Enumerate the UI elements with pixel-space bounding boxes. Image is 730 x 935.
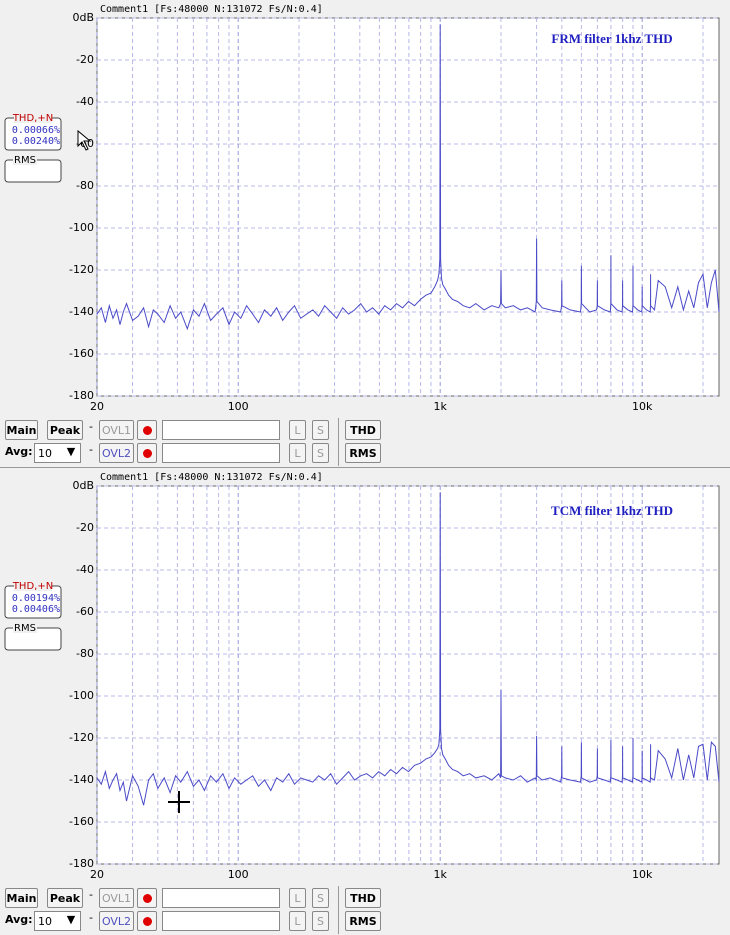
- analyzer-panel: Comment1 [Fs:48000 N:131072 Fs/N:0.4] 0dB…: [0, 467, 730, 935]
- chart-annotation: FRM filter 1khz THD: [551, 31, 672, 46]
- y-tick-label: -160: [69, 815, 94, 828]
- x-tick-label: 20: [90, 400, 104, 413]
- readout-value: 0.00240%: [12, 136, 60, 147]
- plot-area: [96, 485, 720, 865]
- text-field[interactable]: [162, 420, 280, 440]
- y-tick-label: -180: [69, 857, 94, 870]
- record-button[interactable]: [137, 888, 157, 908]
- s-button[interactable]: S: [312, 911, 329, 931]
- readout-title: THD,+N: [12, 113, 53, 124]
- panel-header: Comment1 [Fs:48000 N:131072 Fs/N:0.4]: [100, 4, 323, 15]
- x-tick-label: 100: [228, 400, 249, 413]
- ovl2-button[interactable]: OVL2: [99, 443, 134, 463]
- s-button[interactable]: S: [312, 443, 329, 463]
- analyzer-panel: Comment1 [Fs:48000 N:131072 Fs/N:0.4] 0dB…: [0, 0, 730, 467]
- l-button[interactable]: L: [289, 888, 306, 908]
- l-button[interactable]: L: [289, 443, 306, 463]
- peak-button[interactable]: Peak: [47, 420, 83, 440]
- y-tick-label: 0dB: [72, 11, 94, 24]
- separator: [338, 886, 339, 934]
- mouse-pointer: [77, 129, 92, 151]
- y-tick-label: -40: [76, 563, 94, 576]
- readout-title-bg: [14, 581, 52, 591]
- x-tick-label: 100: [228, 868, 249, 881]
- y-tick-label: -40: [76, 95, 94, 108]
- thd-button[interactable]: THD: [345, 888, 381, 908]
- y-tick-label: -100: [69, 221, 94, 234]
- rms-button[interactable]: RMS: [345, 443, 381, 463]
- readout-value: 0.00066%: [12, 125, 60, 136]
- chart-annotation: TCM filter 1khz THD: [551, 503, 673, 518]
- avg-label: Avg:: [5, 445, 33, 458]
- record-button[interactable]: [137, 911, 157, 931]
- readout-value: 0.00194%: [12, 593, 60, 604]
- rms-title: RMS: [14, 623, 36, 634]
- dash-label: -: [89, 443, 93, 456]
- s-button[interactable]: S: [312, 420, 329, 440]
- y-tick-label: -140: [69, 305, 94, 318]
- dash-label: -: [89, 420, 93, 433]
- separator: [338, 418, 339, 466]
- rms-title-bg: [13, 155, 37, 165]
- y-tick-label: 0dB: [72, 479, 94, 492]
- y-tick-label: -60: [76, 605, 94, 618]
- s-button[interactable]: S: [312, 888, 329, 908]
- readout-title: THD,+N: [12, 581, 53, 592]
- spectrum-line: [96, 24, 720, 331]
- avg-label: Avg:: [5, 913, 33, 926]
- y-tick-label: -20: [76, 521, 94, 534]
- record-button[interactable]: [137, 443, 157, 463]
- x-tick-label: 10k: [632, 400, 653, 413]
- dash-label: -: [89, 888, 93, 901]
- rms-button[interactable]: RMS: [345, 911, 381, 931]
- main-button[interactable]: Main: [5, 888, 38, 908]
- y-tick-label: -140: [69, 773, 94, 786]
- rms-title: RMS: [14, 155, 36, 166]
- avg-select[interactable]: 10: [34, 443, 81, 463]
- spectrum-chart: Comment1 [Fs:48000 N:131072 Fs/N:0.4] 0dB…: [4, 4, 720, 413]
- avg-select[interactable]: 10: [34, 911, 81, 931]
- y-tick-label: -80: [76, 647, 94, 660]
- x-tick-label: 10k: [632, 868, 653, 881]
- text-field[interactable]: [162, 888, 280, 908]
- ovl1-button[interactable]: OVL1: [99, 888, 134, 908]
- y-tick-label: -100: [69, 689, 94, 702]
- plot-area: [96, 17, 720, 397]
- rms-title-bg: [13, 623, 37, 633]
- l-button[interactable]: L: [289, 420, 306, 440]
- record-button[interactable]: [137, 420, 157, 440]
- x-tick-label: 1k: [434, 868, 448, 881]
- text-field[interactable]: [162, 443, 280, 463]
- y-tick-label: -120: [69, 731, 94, 744]
- y-tick-label: -20: [76, 53, 94, 66]
- main-button[interactable]: Main: [5, 420, 38, 440]
- spectrum-chart: Comment1 [Fs:48000 N:131072 Fs/N:0.4] 0dB…: [4, 472, 720, 881]
- y-tick-label: -80: [76, 179, 94, 192]
- y-tick-label: -180: [69, 389, 94, 402]
- dropdown-arrow: ▼: [66, 913, 76, 926]
- peak-button[interactable]: Peak: [47, 888, 83, 908]
- panel-header: Comment1 [Fs:48000 N:131072 Fs/N:0.4]: [100, 472, 323, 483]
- ovl1-button[interactable]: OVL1: [99, 420, 134, 440]
- spectrum-line: [96, 492, 720, 806]
- x-tick-label: 20: [90, 868, 104, 881]
- y-tick-label: -120: [69, 263, 94, 276]
- dropdown-arrow: ▼: [66, 445, 76, 458]
- x-tick-label: 1k: [434, 400, 448, 413]
- dash-label: -: [89, 911, 93, 924]
- crosshair-cursor: [168, 791, 190, 813]
- readout-value: 0.00406%: [12, 604, 60, 615]
- l-button[interactable]: L: [289, 911, 306, 931]
- readout-title-bg: [14, 113, 52, 123]
- ovl2-button[interactable]: OVL2: [99, 911, 134, 931]
- thd-button[interactable]: THD: [345, 420, 381, 440]
- text-field[interactable]: [162, 911, 280, 931]
- y-tick-label: -160: [69, 347, 94, 360]
